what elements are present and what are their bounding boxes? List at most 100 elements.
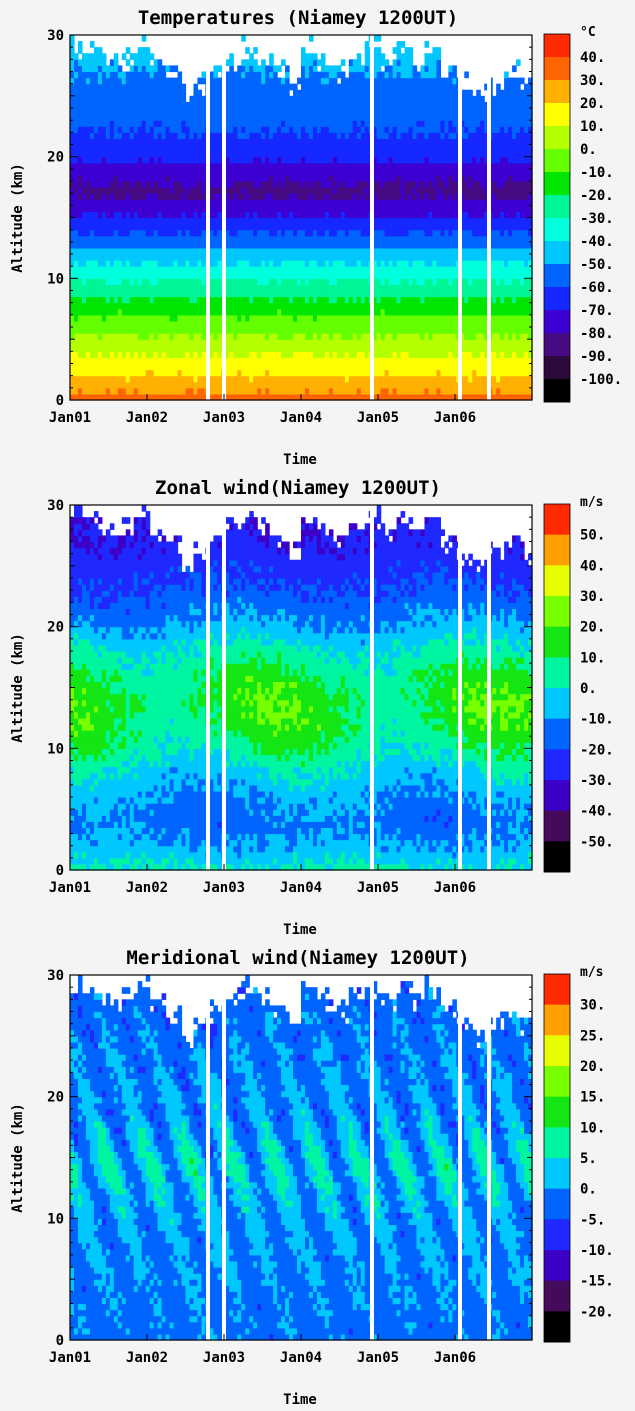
heatmap-cell — [89, 101, 95, 109]
heatmap-cell — [420, 351, 426, 359]
heatmap-cell — [145, 320, 151, 328]
heatmap-cell — [364, 211, 370, 219]
heatmap-cell — [408, 241, 414, 249]
heatmap-cell — [324, 168, 330, 176]
heatmap-cell — [153, 254, 159, 261]
heatmap-cell — [364, 260, 370, 267]
heatmap-cell — [157, 59, 163, 67]
heatmap-cell — [245, 357, 250, 365]
heatmap-cell — [293, 339, 298, 346]
heatmap-cell — [376, 327, 382, 334]
heatmap-cell — [293, 327, 298, 334]
heatmap-cell — [301, 308, 306, 316]
heatmap-cell — [109, 308, 115, 316]
heatmap-cell — [193, 162, 199, 170]
heatmap-cell — [217, 327, 222, 334]
heatmap-cell — [376, 77, 382, 85]
heatmap-cell — [81, 272, 87, 279]
heatmap-cell — [161, 254, 167, 261]
heatmap-cell — [376, 126, 382, 133]
heatmap-cell — [85, 168, 91, 176]
heatmap-cell — [261, 144, 266, 152]
heatmap-cell — [113, 235, 119, 243]
heatmap-cell — [304, 65, 310, 73]
heatmap-cell — [304, 272, 310, 279]
heatmap-cell — [121, 375, 127, 383]
heatmap-cell — [233, 138, 238, 146]
heatmap-cell — [233, 314, 238, 322]
heatmap-cell — [301, 387, 306, 395]
heatmap-cell — [320, 351, 326, 359]
heatmap-cell — [109, 381, 115, 389]
heatmap-cell — [157, 333, 163, 340]
heatmap-cell — [70, 375, 75, 383]
heatmap-cell — [293, 205, 298, 213]
heatmap-cell — [380, 89, 386, 97]
heatmap-cell — [193, 308, 199, 316]
heatmap-cell — [301, 181, 306, 188]
heatmap-cell — [384, 290, 390, 298]
heatmap-cell — [348, 387, 354, 395]
heatmap-cell — [185, 369, 191, 377]
heatmap-cell — [340, 205, 346, 213]
heatmap-cell — [85, 59, 91, 67]
heatmap-cell — [233, 339, 238, 346]
heatmap-cell — [412, 254, 418, 261]
heatmap-cell — [356, 156, 362, 164]
heatmap-cell — [101, 247, 107, 255]
heatmap-cell — [229, 156, 234, 164]
heatmap-cell — [308, 156, 314, 164]
heatmap-cell — [137, 95, 143, 103]
heatmap-cell — [185, 393, 191, 401]
heatmap-cell — [93, 150, 99, 158]
heatmap-cell — [117, 174, 123, 182]
heatmap-cell — [380, 223, 386, 231]
heatmap-cell — [137, 174, 143, 182]
heatmap-cell — [396, 229, 402, 237]
heatmap-cell — [245, 284, 250, 292]
heatmap-cell — [209, 181, 214, 188]
heatmap-cell — [380, 138, 386, 146]
heatmap-cell — [125, 345, 131, 352]
heatmap-cell — [372, 53, 378, 60]
heatmap-cell — [388, 254, 394, 261]
heatmap-cell — [101, 95, 107, 103]
heatmap-cell — [416, 205, 422, 213]
heatmap-cell — [185, 138, 191, 146]
heatmap-cell — [265, 363, 270, 371]
heatmap-cell — [245, 254, 250, 261]
heatmap-cell — [93, 284, 99, 292]
heatmap-cell — [225, 174, 230, 182]
heatmap-cell — [297, 290, 302, 298]
heatmap-cell — [297, 144, 302, 152]
heatmap-cell — [265, 223, 270, 231]
heatmap-cell — [113, 375, 119, 383]
heatmap-cell — [344, 114, 350, 121]
heatmap-cell — [324, 345, 330, 352]
heatmap-cell — [125, 181, 131, 188]
heatmap-cell — [149, 320, 155, 328]
heatmap-cell — [308, 65, 314, 73]
heatmap-cell — [265, 235, 270, 243]
heatmap-cell — [245, 375, 250, 383]
heatmap-cell — [253, 132, 258, 140]
heatmap-cell — [237, 351, 242, 359]
heatmap-cell — [121, 393, 127, 401]
heatmap-cell — [328, 375, 334, 383]
heatmap-cell — [308, 168, 314, 176]
heatmap-cell — [229, 205, 234, 213]
heatmap-cell — [213, 357, 218, 365]
heatmap-cell — [265, 296, 270, 304]
heatmap-cell — [285, 162, 290, 170]
heatmap-cell — [245, 223, 250, 231]
heatmap-cell — [408, 174, 414, 182]
heatmap-cell — [332, 272, 338, 279]
heatmap-cell — [161, 308, 167, 316]
heatmap-cell — [332, 375, 338, 383]
heatmap-cell — [265, 290, 270, 298]
heatmap-cell — [249, 308, 254, 316]
heatmap-cell — [340, 181, 346, 188]
heatmap-cell — [225, 114, 230, 121]
heatmap-cell — [261, 296, 266, 304]
heatmap-cell — [404, 229, 410, 237]
